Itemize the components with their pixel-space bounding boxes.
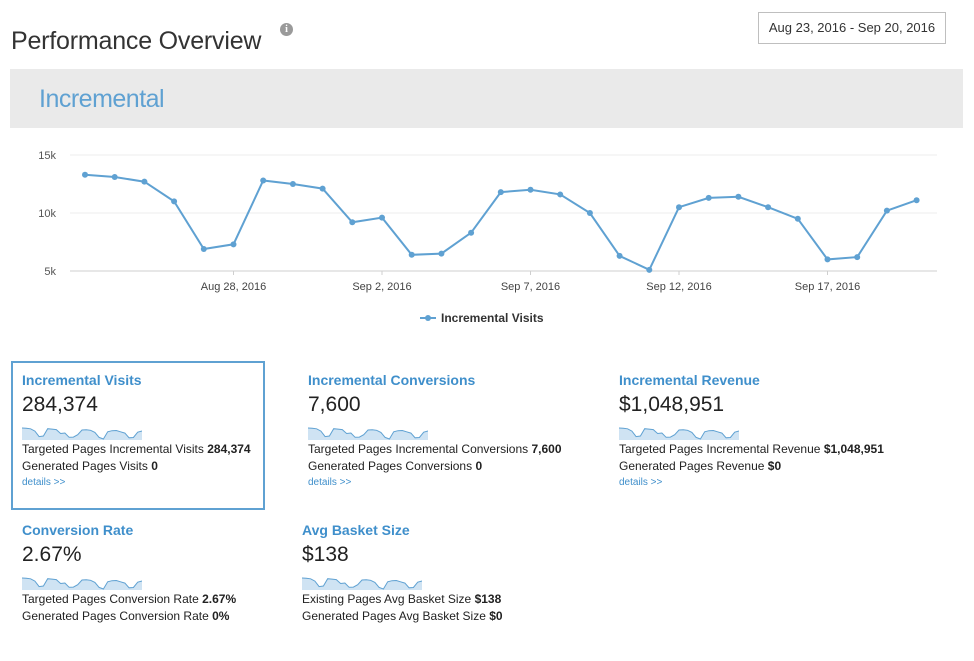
- data-point: [705, 194, 712, 201]
- metric-card-incremental-conversions[interactable]: Incremental Conversions 7,600 Targeted P…: [308, 372, 562, 491]
- data-point: [883, 207, 890, 214]
- page-title: Performance Overview: [11, 26, 262, 55]
- metric-value: $138: [302, 543, 349, 566]
- details-link[interactable]: details >>: [619, 477, 663, 488]
- y-tick-label: 5k: [44, 266, 56, 278]
- data-point: [319, 185, 326, 192]
- data-point: [824, 256, 831, 263]
- x-tick-label: Sep 17, 2016: [795, 281, 860, 293]
- metric-detail-line: Generated Pages Revenue $0: [619, 459, 782, 473]
- metric-value: 2.67%: [22, 543, 82, 566]
- metric-detail-line: Existing Pages Avg Basket Size $138: [302, 592, 502, 606]
- data-point: [586, 210, 593, 216]
- metric-title[interactable]: Incremental Revenue: [619, 372, 760, 388]
- data-point: [200, 245, 207, 252]
- details-link[interactable]: details >>: [22, 477, 66, 488]
- details-link[interactable]: details >>: [308, 477, 352, 488]
- date-range-picker[interactable]: Aug 23, 2016 - Sep 20, 2016: [758, 12, 946, 44]
- metric-value: 284,374: [22, 393, 98, 416]
- legend-label: Incremental Visits: [441, 311, 544, 325]
- x-tick-label: Sep 12, 2016: [646, 281, 711, 293]
- data-point: [468, 229, 475, 236]
- metric-card-conversion-rate[interactable]: Conversion Rate 2.67% Targeted Pages Con…: [22, 522, 236, 625]
- metric-card-avg-basket-size[interactable]: Avg Basket Size $138 Existing Pages Avg …: [302, 522, 503, 625]
- selected-card-outline: [11, 361, 265, 510]
- metric-detail-line: Generated Pages Conversion Rate 0%: [22, 609, 230, 623]
- sparkline: [302, 577, 422, 590]
- data-point: [913, 197, 920, 204]
- sparkline: [619, 427, 739, 440]
- data-point: [646, 266, 653, 273]
- metric-title[interactable]: Incremental Conversions: [308, 372, 476, 388]
- data-point: [408, 251, 415, 258]
- chart-panel-header: [10, 69, 963, 128]
- data-point: [527, 186, 534, 193]
- chart-panel-title: Incremental: [39, 85, 165, 113]
- legend-marker: [425, 315, 431, 321]
- metric-detail-line: Targeted Pages Incremental Revenue $1,04…: [619, 442, 884, 456]
- data-point: [557, 191, 564, 198]
- data-point: [82, 171, 88, 178]
- data-point: [230, 241, 237, 248]
- sparkline-line: [619, 427, 739, 440]
- sparkline-line: [22, 427, 142, 440]
- data-point: [379, 214, 385, 221]
- sparkline-line: [308, 427, 428, 440]
- data-point: [765, 204, 772, 211]
- metric-value: $1,048,951: [619, 393, 725, 416]
- info-icon[interactable]: i: [280, 23, 293, 36]
- sparkline-line: [302, 577, 422, 590]
- metric-title[interactable]: Avg Basket Size: [302, 522, 410, 538]
- sparkline-line: [22, 577, 142, 590]
- metric-detail-line: Targeted Pages Conversion Rate 2.67%: [22, 592, 237, 606]
- data-point: [676, 204, 682, 211]
- data-point: [141, 178, 148, 185]
- data-point: [171, 198, 178, 205]
- x-tick-label: Aug 28, 2016: [201, 281, 266, 293]
- metric-detail-line: Targeted Pages Incremental Conversions 7…: [308, 442, 562, 456]
- series-line-incremental-visits: [84, 173, 917, 272]
- data-point: [616, 252, 623, 259]
- metric-title[interactable]: Conversion Rate: [22, 522, 134, 538]
- data-point: [438, 250, 445, 257]
- metric-card-incremental-revenue[interactable]: Incremental Revenue $1,048,951 Targeted …: [619, 372, 884, 491]
- metric-detail-line: Targeted Pages Incremental Visits 284,37…: [22, 442, 251, 456]
- metric-title[interactable]: Incremental Visits: [22, 372, 142, 388]
- data-point: [260, 177, 267, 184]
- data-point: [111, 174, 118, 181]
- metric-card-incremental-visits[interactable]: Incremental Visits 284,374 Targeted Page…: [22, 372, 251, 491]
- data-point: [794, 215, 801, 222]
- sparkline: [22, 427, 142, 440]
- y-tick-label: 10k: [38, 208, 56, 220]
- metric-detail-line: Generated Pages Avg Basket Size $0: [302, 609, 503, 623]
- incremental-visits-chart: 15k 10k 5k Aug 28, 2016 Sep 2, 2016 Sep 7, 20…: [38, 150, 937, 325]
- sparkline: [308, 427, 428, 440]
- data-point: [735, 193, 742, 200]
- x-tick-label: Sep 2, 2016: [352, 281, 411, 293]
- y-tick-label: 15k: [38, 150, 56, 162]
- data-point: [349, 219, 356, 226]
- metric-detail-line: Generated Pages Visits 0: [22, 459, 158, 473]
- data-point: [854, 254, 861, 261]
- x-tick-label: Sep 7, 2016: [501, 281, 560, 293]
- metric-detail-line: Generated Pages Conversions 0: [308, 459, 483, 473]
- data-point: [497, 189, 504, 196]
- data-point: [289, 181, 296, 187]
- sparkline: [22, 577, 142, 590]
- metric-value: 7,600: [308, 393, 361, 416]
